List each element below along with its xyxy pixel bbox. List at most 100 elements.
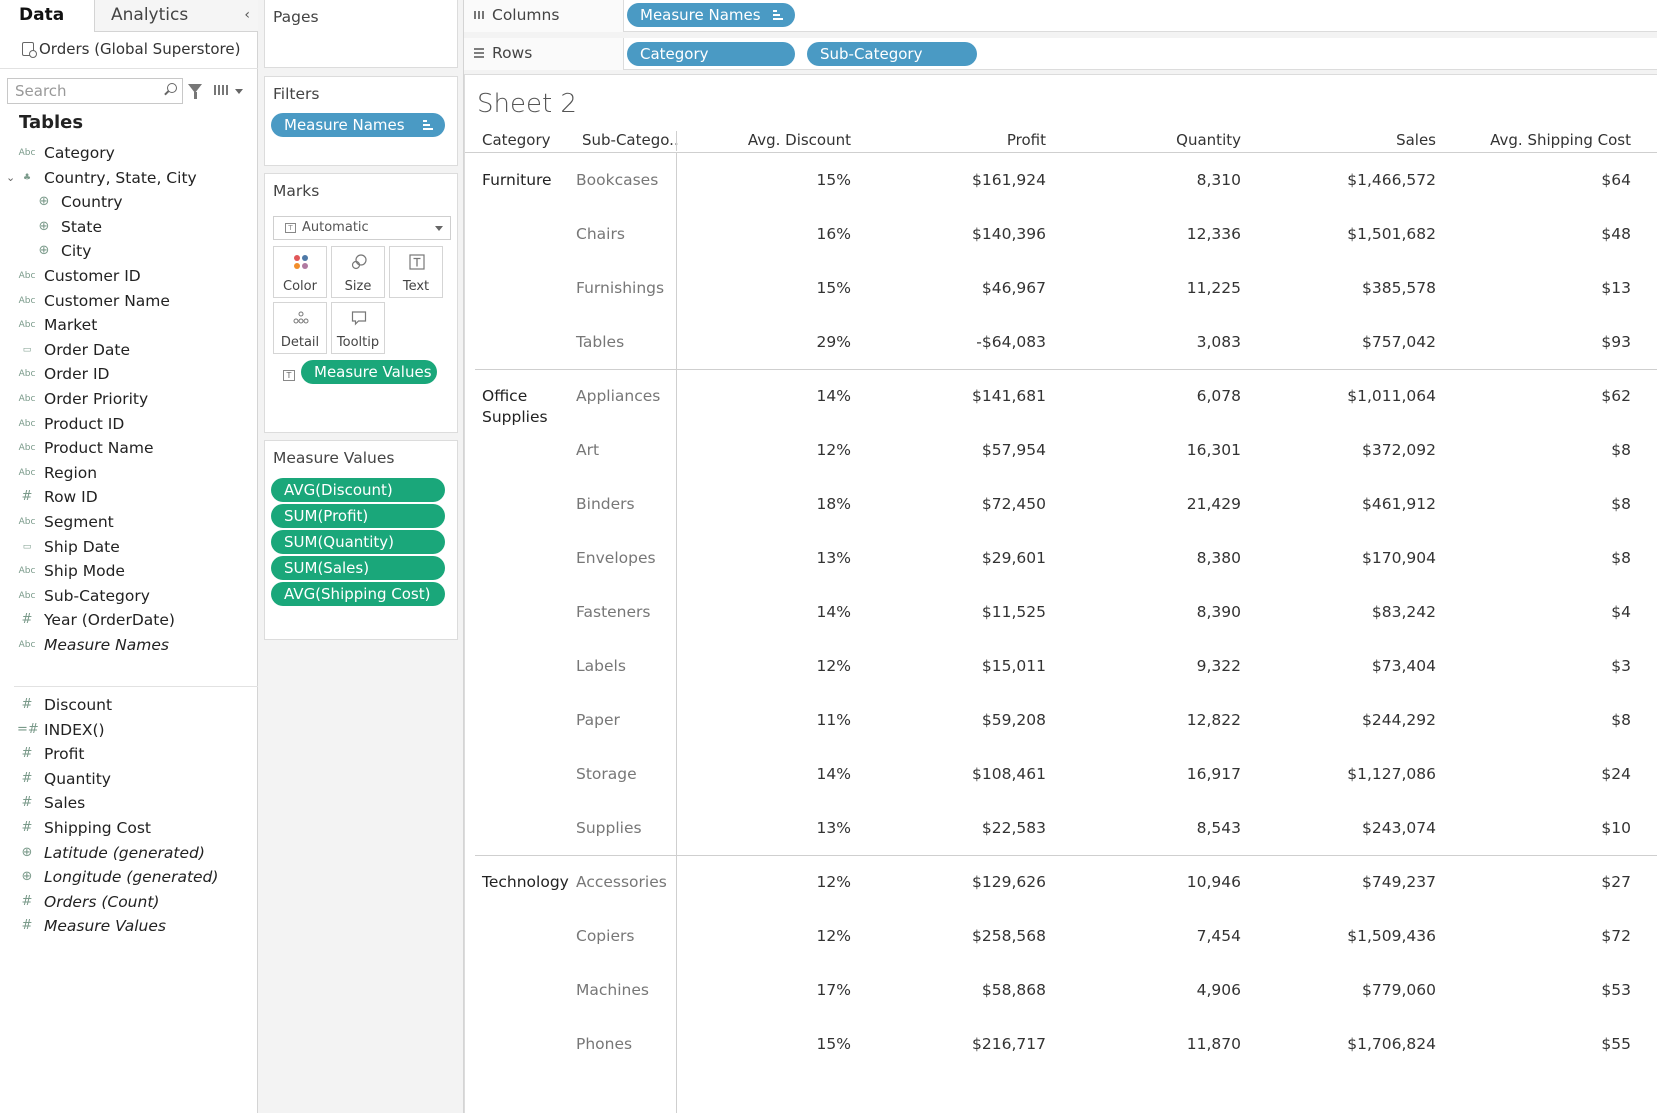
field-item[interactable]: Abc Order ID — [0, 361, 258, 387]
columns-pill-measure-names[interactable]: Measure Names — [627, 3, 795, 27]
header-sales[interactable]: Sales — [1396, 131, 1436, 149]
header-quantity[interactable]: Quantity — [1176, 131, 1241, 149]
table-cell[interactable]: 8,310 — [1196, 171, 1241, 189]
category-header[interactable]: Technology — [482, 873, 569, 891]
table-cell[interactable]: 21,429 — [1186, 495, 1241, 513]
field-item[interactable]: ⊕ Longitude (generated) — [0, 864, 258, 890]
table-cell[interactable]: 12% — [816, 927, 851, 945]
table-cell[interactable]: $22,583 — [981, 819, 1046, 837]
table-cell[interactable]: $57,954 — [981, 441, 1046, 459]
category-header[interactable]: Furniture — [482, 171, 552, 189]
table-cell[interactable]: $385,578 — [1362, 279, 1436, 297]
table-cell[interactable]: 13% — [816, 549, 851, 567]
table-cell[interactable]: $1,509,436 — [1347, 927, 1436, 945]
marks-text-button[interactable]: Text — [389, 246, 443, 298]
expand-chevron-icon[interactable]: ⌄ — [6, 170, 16, 184]
filter-icon[interactable] — [188, 84, 202, 99]
table-cell[interactable]: 12% — [816, 657, 851, 675]
table-cell[interactable]: -$64,083 — [976, 333, 1046, 351]
sub-category-cell[interactable]: Phones — [576, 1035, 633, 1053]
view-list-icon[interactable] — [214, 85, 228, 95]
table-cell[interactable]: $55 — [1601, 1035, 1631, 1053]
table-cell[interactable]: $1,706,824 — [1347, 1035, 1436, 1053]
rows-shelf[interactable]: Rows Category Sub-Category — [464, 38, 1657, 70]
marks-pill-measure-values[interactable]: Measure Values — [301, 360, 437, 384]
field-item[interactable]: =# INDEX() — [0, 717, 258, 743]
table-cell[interactable]: $1,466,572 — [1347, 171, 1436, 189]
field-item[interactable]: # Orders (Count) — [0, 889, 258, 915]
sub-category-cell[interactable]: Bookcases — [576, 171, 659, 189]
pages-card[interactable]: Pages — [264, 0, 458, 68]
columns-shelf[interactable]: Columns Measure Names — [464, 0, 1657, 32]
table-cell[interactable]: $757,042 — [1362, 333, 1436, 351]
table-cell[interactable]: 14% — [816, 765, 851, 783]
field-item[interactable]: Abc Ship Mode — [0, 558, 258, 584]
sub-category-cell[interactable]: Accessories — [576, 873, 667, 891]
table-cell[interactable]: $461,912 — [1362, 495, 1436, 513]
table-cell[interactable]: 12% — [816, 441, 851, 459]
field-item[interactable]: Abc Category — [0, 140, 258, 166]
table-cell[interactable]: 11% — [816, 711, 851, 729]
table-cell[interactable]: $161,924 — [972, 171, 1046, 189]
marks-detail-button[interactable]: Detail — [273, 302, 327, 354]
filters-card[interactable]: Filters Measure Names — [264, 76, 458, 166]
table-cell[interactable]: 10,946 — [1186, 873, 1241, 891]
marks-size-button[interactable]: Size — [331, 246, 385, 298]
table-cell[interactable]: 6,078 — [1196, 387, 1241, 405]
table-cell[interactable]: $53 — [1601, 981, 1631, 999]
table-cell[interactable]: $779,060 — [1362, 981, 1436, 999]
table-cell[interactable]: $11,525 — [981, 603, 1046, 621]
sub-category-cell[interactable]: Machines — [576, 981, 649, 999]
sub-category-cell[interactable]: Fasteners — [576, 603, 651, 621]
rows-pill-sub-category[interactable]: Sub-Category — [807, 42, 977, 66]
table-cell[interactable]: 14% — [816, 603, 851, 621]
table-cell[interactable]: $64 — [1601, 171, 1631, 189]
tab-data[interactable]: Data — [0, 0, 94, 32]
sub-category-cell[interactable]: Storage — [576, 765, 637, 783]
sub-category-cell[interactable]: Furnishings — [576, 279, 665, 297]
table-cell[interactable]: $29,601 — [981, 549, 1046, 567]
field-item[interactable]: ⊕ Country — [0, 189, 258, 215]
field-item[interactable]: ⊕ Latitude (generated) — [0, 840, 258, 866]
datasource-item[interactable]: Orders (Global Superstore) — [22, 38, 240, 60]
field-item[interactable]: Abc Product ID — [0, 411, 258, 437]
sub-category-cell[interactable]: Tables — [576, 333, 625, 351]
header-category[interactable]: Category — [482, 131, 551, 149]
field-item[interactable]: # Row ID — [0, 484, 258, 510]
sub-category-cell[interactable]: Chairs — [576, 225, 625, 243]
table-cell[interactable]: $1,501,682 — [1347, 225, 1436, 243]
marks-tooltip-button[interactable]: Tooltip — [331, 302, 385, 354]
table-cell[interactable]: 16,301 — [1186, 441, 1241, 459]
sub-category-cell[interactable]: Appliances — [576, 387, 661, 405]
table-cell[interactable]: $59,208 — [981, 711, 1046, 729]
field-item[interactable]: Abc Order Priority — [0, 386, 258, 412]
header-avg-shipping-cost[interactable]: Avg. Shipping Cost — [1490, 131, 1631, 149]
table-cell[interactable]: $258,568 — [972, 927, 1046, 945]
measure-pill-avg-shipping-cost[interactable]: AVG(Shipping Cost) — [271, 582, 445, 606]
table-cell[interactable]: $8 — [1611, 549, 1631, 567]
field-item[interactable]: Abc Region — [0, 460, 258, 486]
table-cell[interactable]: $170,904 — [1362, 549, 1436, 567]
field-item[interactable]: Abc Measure Names — [0, 632, 258, 658]
measure-pill-sum-sales[interactable]: SUM(Sales) — [271, 556, 445, 580]
field-item[interactable]: ⊕ State — [0, 214, 258, 240]
table-cell[interactable]: $72,450 — [981, 495, 1046, 513]
table-cell[interactable]: 12,822 — [1186, 711, 1241, 729]
field-item[interactable]: Abc Segment — [0, 509, 258, 535]
collapse-pane-icon[interactable]: ‹ — [244, 7, 250, 23]
table-cell[interactable]: $108,461 — [972, 765, 1046, 783]
table-cell[interactable]: 16,917 — [1186, 765, 1241, 783]
table-cell[interactable]: $140,396 — [972, 225, 1046, 243]
field-item[interactable]: # Quantity — [0, 766, 258, 792]
field-item[interactable]: Abc Customer ID — [0, 263, 258, 289]
table-cell[interactable]: $129,626 — [972, 873, 1046, 891]
table-cell[interactable]: $8 — [1611, 495, 1631, 513]
table-cell[interactable]: 16% — [816, 225, 851, 243]
category-header[interactable]: Office Supplies — [482, 387, 548, 426]
field-item[interactable]: Abc Market — [0, 312, 258, 338]
table-cell[interactable]: $62 — [1601, 387, 1631, 405]
table-cell[interactable]: 15% — [816, 279, 851, 297]
table-cell[interactable]: 8,380 — [1196, 549, 1241, 567]
table-cell[interactable]: 18% — [816, 495, 851, 513]
measure-pill-sum-profit[interactable]: SUM(Profit) — [271, 504, 445, 528]
